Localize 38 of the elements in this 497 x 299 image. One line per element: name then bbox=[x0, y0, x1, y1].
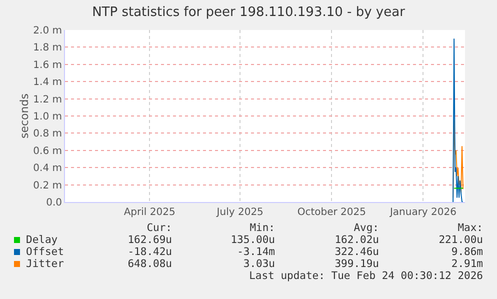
y-tick-label: 1.2 m bbox=[33, 94, 62, 106]
chart-title: NTP statistics for peer 198.110.193.10 - by year bbox=[92, 4, 406, 20]
y-tick-label: 0.2 m bbox=[33, 180, 62, 192]
x-tick-label: July 2025 bbox=[216, 207, 264, 218]
y-tick-label: 1.4 m bbox=[33, 77, 62, 88]
text: 162.69u bbox=[128, 234, 172, 246]
y-tick-label: 0.0 bbox=[46, 198, 62, 208]
text: Avg: bbox=[354, 222, 379, 234]
legend-label: Delay bbox=[26, 234, 58, 246]
y-tick-label: 0.8 m bbox=[33, 128, 62, 140]
text: 322.46u bbox=[334, 246, 379, 258]
y-tick-label: 1.6 m bbox=[33, 60, 62, 71]
text: 162.02u bbox=[334, 234, 379, 246]
text: -3.14m bbox=[237, 246, 275, 258]
y-tick-label: 1.8 m bbox=[33, 42, 62, 54]
x-tick-label: April 2025 bbox=[124, 207, 176, 218]
x-tick-label: January 2026 bbox=[388, 207, 456, 218]
y-tick-label: 1.0 m bbox=[33, 112, 62, 122]
text: Last update: Tue Feb 24 00:30:12 2026 bbox=[249, 270, 483, 282]
text: Max: bbox=[458, 222, 483, 234]
y-tick-label: 2.0 m bbox=[33, 26, 62, 36]
text: 3.03u bbox=[243, 258, 275, 270]
text: -18.42u bbox=[128, 246, 172, 258]
y-axis-title: seconds bbox=[18, 93, 32, 138]
text: 9.86m bbox=[451, 246, 483, 258]
y-tick-label: 0.4 m bbox=[33, 163, 62, 174]
text: 135.00u bbox=[230, 234, 275, 246]
text: 648.08u bbox=[128, 258, 172, 270]
text: Cur: bbox=[146, 222, 172, 234]
text: 221.00u bbox=[438, 234, 483, 246]
y-tick-label: 0.6 m bbox=[33, 146, 62, 157]
text: 399.19u bbox=[334, 258, 379, 270]
text: Min: bbox=[250, 222, 275, 234]
text: 2.91m bbox=[451, 258, 483, 270]
x-tick-label: October 2025 bbox=[297, 207, 366, 218]
line-series bbox=[452, 38, 464, 202]
legend-label: Jitter bbox=[26, 258, 64, 270]
legend-label: Offset bbox=[26, 246, 64, 258]
